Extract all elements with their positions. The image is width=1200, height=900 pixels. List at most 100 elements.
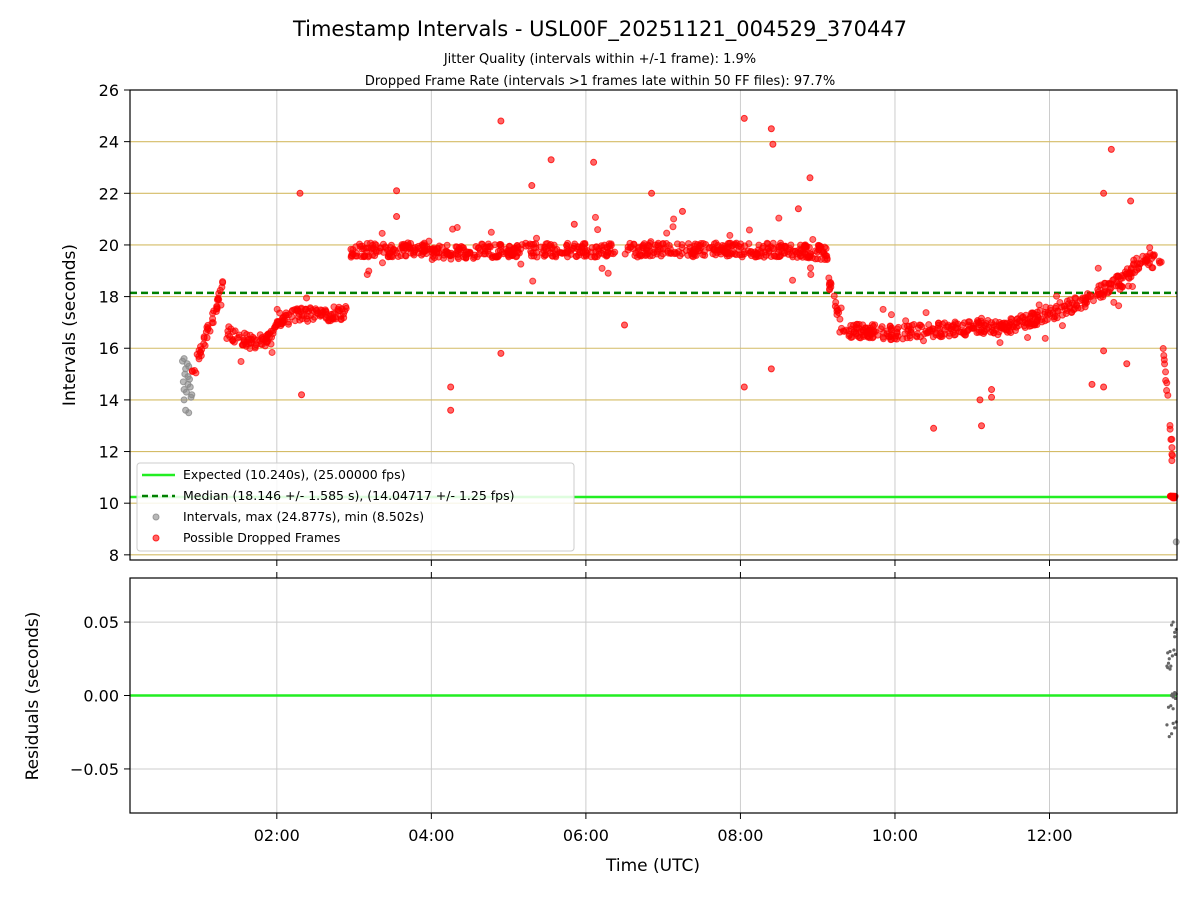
dropped-frame-point <box>1053 314 1061 322</box>
dropped-frame-point <box>518 241 526 249</box>
dropped-frame-point <box>191 366 199 374</box>
dropped-frame-point <box>1143 255 1151 263</box>
dropped-frame-point <box>470 253 478 261</box>
dropped-frame-point <box>901 330 909 338</box>
dropped-frame-outlier <box>1107 145 1115 153</box>
dropped-frame-point <box>724 239 732 247</box>
dropped-frame-outlier <box>648 189 656 197</box>
dropped-frame-point <box>262 332 270 340</box>
dropped-frame-point <box>235 331 243 339</box>
residual-point <box>1170 654 1174 658</box>
dropped-frame-point <box>306 304 314 312</box>
intervals-ylabel: Intervals (seconds) <box>60 244 80 406</box>
intervals-ytick-label-4: 16 <box>99 339 119 358</box>
legend-expected-label: Expected (10.240s), (25.00000 fps) <box>183 467 405 482</box>
dropped-frame-outlier <box>497 349 505 357</box>
dropped-frame-point <box>443 241 451 249</box>
dropped-frame-point <box>925 321 933 329</box>
dropped-frame-point <box>466 249 474 257</box>
dropped-frame-point <box>1101 279 1109 287</box>
dropped-frame-point <box>428 256 436 264</box>
dropped-frame-outlier <box>1127 197 1135 205</box>
dropped-frame-point <box>369 251 377 259</box>
legend-intervals-marker <box>152 513 160 521</box>
dropped-frame-point <box>593 253 601 261</box>
dropped-frame-point <box>865 327 873 335</box>
residual-point <box>1167 735 1171 739</box>
residuals-ytick-label-0: −0.05 <box>70 760 119 779</box>
dropped-frame-point <box>478 240 486 248</box>
dropped-frame-point <box>806 264 814 272</box>
residual-point <box>1166 705 1171 709</box>
dropped-frame-point <box>225 323 233 331</box>
dropped-frame-point <box>430 247 438 255</box>
dropped-frame-outlier <box>393 213 401 221</box>
dropped-frame-point <box>980 330 988 338</box>
dropped-frame-point <box>583 247 591 255</box>
dropped-frame-point <box>1146 244 1154 252</box>
dropped-frame-point <box>216 286 224 294</box>
dropped-frame-point <box>833 311 841 319</box>
dropped-frame-outlier <box>590 158 598 166</box>
dropped-frame-point <box>809 235 817 243</box>
dropped-frame-point <box>1058 322 1066 330</box>
dropped-frame-outlier <box>621 321 629 329</box>
dropped-frame-point <box>223 334 231 342</box>
legend-box <box>136 462 575 552</box>
dropped-frame-outlier <box>1123 360 1131 368</box>
dropped-frame-point <box>405 243 413 251</box>
dropped-frame-point <box>303 294 311 302</box>
residual-point <box>1166 665 1170 670</box>
dropped-frame-point <box>746 249 754 257</box>
residual-point <box>1166 661 1171 665</box>
residual-point <box>1167 657 1171 661</box>
residual-point <box>1173 630 1177 634</box>
dropped-frame-outlier <box>976 396 984 404</box>
dropped-frame-point <box>1064 300 1072 308</box>
dropped-frame-point <box>256 337 264 345</box>
dropped-frame-point <box>591 213 599 221</box>
dropped-frame-point <box>237 358 245 366</box>
dropped-frame-point <box>435 242 443 250</box>
dropped-frame-outlier <box>978 422 986 430</box>
dropped-frame-point <box>378 229 386 237</box>
dropped-frame-point <box>279 314 287 322</box>
dropped-frame-point <box>269 329 277 337</box>
legend-median-label: Median (18.146 +/- 1.585 s), (14.04717 +… <box>183 488 514 503</box>
dropped-frame-point <box>246 344 254 352</box>
dropped-frame-outlier <box>1100 189 1108 197</box>
residual-point <box>1169 623 1174 627</box>
dropped-frame-point <box>1146 249 1154 257</box>
dropped-frame-point <box>985 323 993 331</box>
dropped-frame-outlier <box>806 174 814 182</box>
legend: Expected (10.240s), (25.00000 fps) Media… <box>136 462 575 552</box>
dropped-frame-outlier <box>528 182 536 190</box>
dropped-frame-point <box>219 279 227 287</box>
residual-point <box>1169 732 1174 736</box>
dropped-frame-point <box>669 223 677 231</box>
dropped-frame-outlier <box>393 187 401 195</box>
dropped-frame-outlier <box>570 220 578 228</box>
dropped-frame-point <box>1076 296 1084 304</box>
dropped-frame-point <box>397 252 405 260</box>
residual-point <box>1168 649 1172 654</box>
dropped-frame-point <box>505 253 513 261</box>
chart-title: Timestamp Intervals - USL00F_20251121_00… <box>292 17 907 42</box>
dropped-frame-point <box>229 336 237 344</box>
dropped-frame-point <box>517 260 525 268</box>
dropped-frame-point <box>529 249 537 257</box>
dropped-frame-point <box>256 331 264 339</box>
interval-point-gray <box>182 406 190 414</box>
residuals-xtick-label-3: 08:00 <box>717 826 763 845</box>
dropped-frame-outlier <box>447 383 455 391</box>
dropped-frame-point <box>832 298 840 306</box>
dropped-frame-point <box>621 250 629 258</box>
dropped-frame-point <box>1167 435 1175 443</box>
dropped-frame-point <box>984 317 992 325</box>
dropped-frame-point <box>1110 275 1118 283</box>
dropped-frame-point <box>1163 386 1171 394</box>
intervals-ytick-label-5: 18 <box>99 288 119 307</box>
dropped-frame-point <box>1162 368 1170 376</box>
dropped-frame-outlier <box>767 125 775 133</box>
